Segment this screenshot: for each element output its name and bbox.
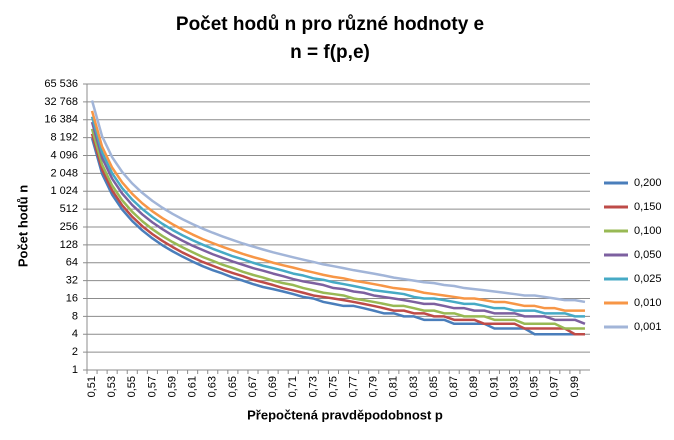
x-tick-label: 0,63 (207, 376, 219, 397)
series-line (90, 137, 585, 336)
x-tick-label: 0,75 (327, 376, 339, 397)
chart-title: Počet hodů n pro různé hodnoty e (176, 14, 484, 35)
x-tick-label: 0,51 (86, 376, 98, 397)
x-tick-label: 0,91 (488, 376, 500, 397)
y-tick-label: 2 (72, 346, 78, 358)
chart-subtitle: n = f(p,e) (290, 42, 370, 63)
x-tick-label: 0,81 (388, 376, 400, 397)
x-tick-label: 0,77 (347, 376, 359, 397)
y-tick-label: 1 024 (50, 185, 78, 197)
y-tick-label: 16 384 (44, 114, 78, 126)
x-tick-label: 0,97 (549, 376, 561, 397)
x-tick-label: 0,57 (146, 376, 158, 397)
x-tick-label: 0,93 (508, 376, 520, 397)
x-tick-label: 0,79 (368, 376, 380, 397)
legend-label: 0,001 (634, 321, 662, 333)
series-line (90, 133, 585, 336)
x-tick-label: 0,83 (408, 376, 420, 397)
y-tick-label: 4 (72, 328, 78, 340)
x-tick-label: 0,95 (529, 376, 541, 397)
x-tick-label: 0,99 (569, 376, 581, 397)
x-axis-title: Přepočtená pravděpodobnost p (247, 407, 443, 422)
x-tick-label: 0,71 (287, 376, 299, 397)
y-tick-label: 2 048 (50, 167, 78, 179)
x-tick-label: 0,73 (307, 376, 319, 397)
legend-label: 0,150 (634, 201, 662, 213)
y-tick-label: 1 (72, 364, 78, 376)
legend-label: 0,010 (634, 297, 662, 309)
series-line (90, 116, 585, 318)
legend-label: 0,200 (634, 177, 662, 189)
x-tick-label: 0,85 (428, 376, 440, 397)
y-tick-label: 32 768 (44, 96, 78, 108)
x-tick-label: 0,55 (126, 376, 138, 397)
y-axis-title: Počet hodů n (15, 185, 30, 267)
y-tick-label: 65 536 (44, 78, 78, 90)
series-line (90, 121, 586, 325)
y-tick-label: 128 (60, 239, 78, 251)
x-tick-label: 0,87 (448, 376, 460, 397)
series-line (90, 110, 585, 312)
series-line (90, 100, 586, 304)
x-tick-label: 0,69 (267, 376, 279, 397)
x-tick-label: 0,89 (468, 376, 480, 397)
x-tick-label: 0,61 (187, 376, 199, 397)
series-line (90, 128, 585, 330)
x-tick-label: 0,67 (247, 376, 259, 397)
y-tick-label: 64 (66, 257, 78, 269)
y-tick-label: 8 192 (50, 132, 78, 144)
y-tick-label: 16 (66, 292, 78, 304)
legend-label: 0,050 (634, 249, 662, 261)
y-tick-label: 32 (66, 275, 78, 287)
legend-label: 0,100 (634, 225, 662, 237)
x-tick-label: 0,65 (227, 376, 239, 397)
legend-label: 0,025 (634, 273, 662, 285)
x-tick-label: 0,53 (106, 376, 118, 397)
y-tick-label: 512 (60, 203, 78, 215)
y-tick-label: 8 (72, 310, 78, 322)
y-tick-label: 256 (60, 221, 78, 233)
y-tick-label: 4 096 (50, 149, 78, 161)
x-tick-label: 0,59 (166, 376, 178, 397)
